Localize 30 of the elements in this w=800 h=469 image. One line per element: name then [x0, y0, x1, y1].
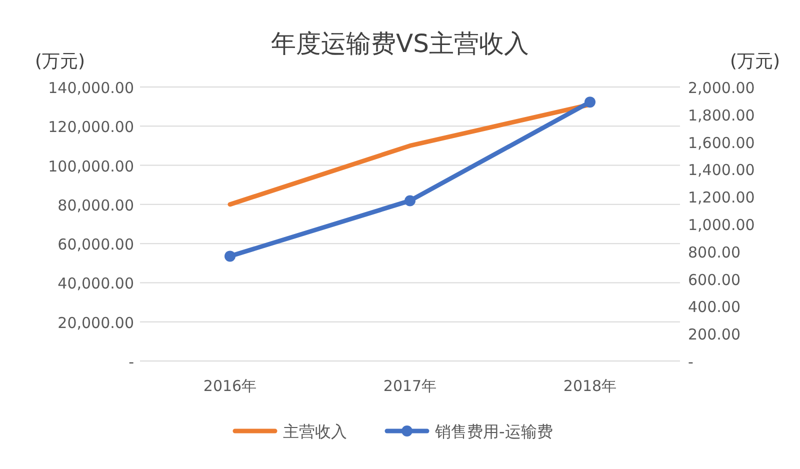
x-tick-label: 2016年	[203, 377, 257, 395]
y-tick-label: 120,000.00	[48, 118, 134, 136]
y2-tick-label: 1,800.00	[688, 106, 755, 124]
x-tick-label: 2018年	[563, 377, 617, 395]
legend-label: 主营收入	[283, 422, 347, 441]
legend-label: 销售费用-运输费	[434, 422, 553, 441]
y-tick-label: -	[128, 353, 134, 371]
point	[584, 96, 596, 108]
y2-tick-label: 400.00	[688, 298, 740, 316]
chart-title: 年度运输费VS主营收入	[271, 29, 529, 58]
y-axis-title: (万元)	[34, 51, 86, 72]
y-tick-label: 40,000.00	[58, 274, 134, 293]
y2-tick-label: 600.00	[688, 270, 740, 289]
y2-axis-title: (万元)	[730, 51, 780, 72]
y-tick-label: 100,000.00	[48, 157, 134, 176]
y2-tick-label: 2,000.00	[688, 79, 755, 97]
y-tick-label: 80,000.00	[58, 196, 134, 214]
y2-tick-label: 200.00	[688, 326, 740, 344]
y-tick-label: 20,000.00	[58, 314, 134, 332]
point	[404, 195, 416, 206]
y2-tick-label: 1,000.00	[688, 216, 755, 234]
y-tick-label: 140,000.00	[48, 79, 134, 97]
y2-tick-label: 1,600.00	[688, 134, 755, 152]
y2-tick-label: -	[688, 353, 694, 371]
y2-tick-label: 1,400.00	[688, 161, 755, 180]
y2-tick-label: 1,200.00	[688, 188, 755, 207]
x-tick-label: 2017年	[383, 377, 437, 395]
point	[224, 250, 236, 262]
y-tick-label: 60,000.00	[58, 236, 134, 254]
y2-tick-label: 800.00	[688, 243, 740, 262]
